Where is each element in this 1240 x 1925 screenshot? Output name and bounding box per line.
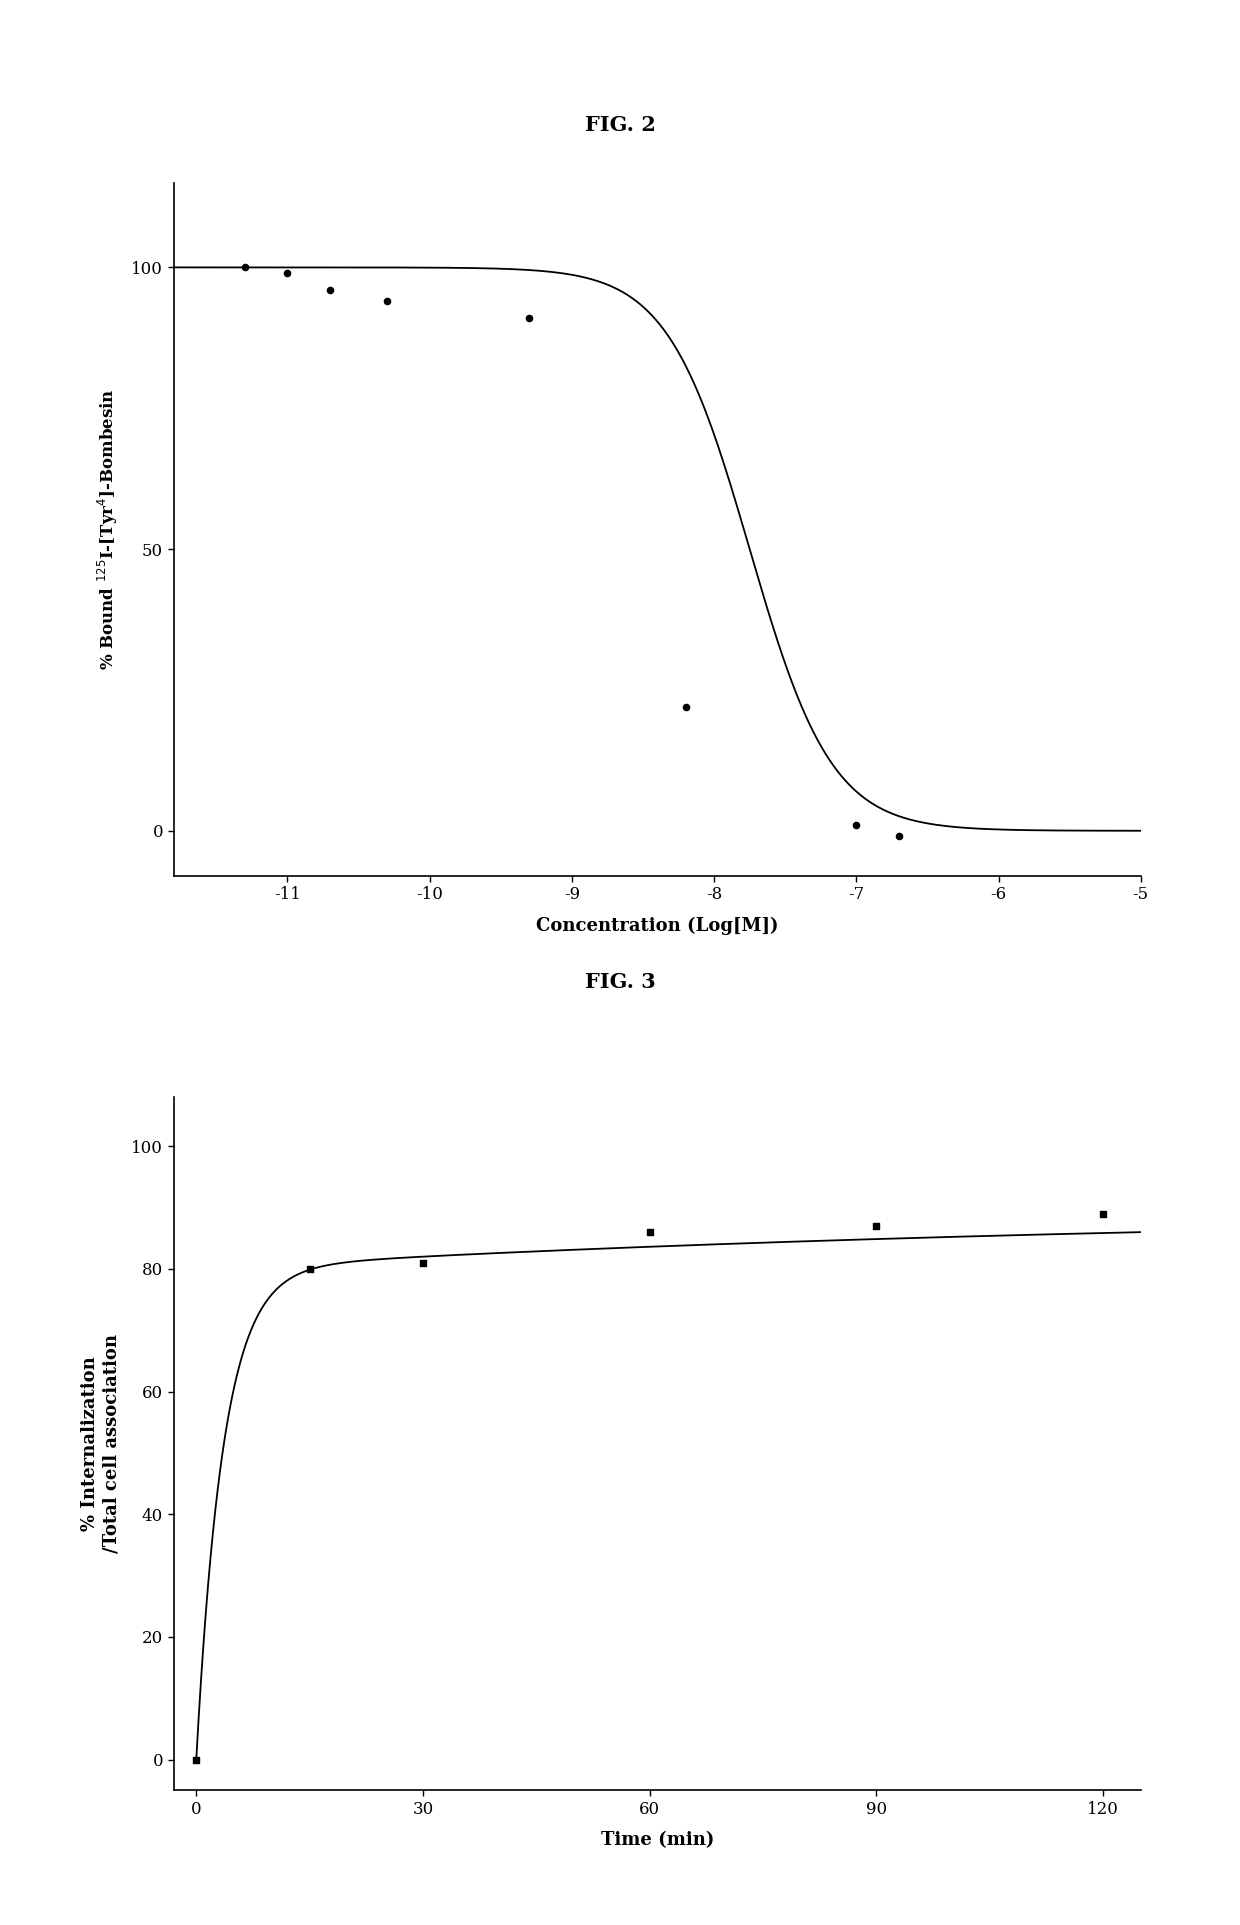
Point [234, 252, 254, 283]
Point [1094, 1199, 1114, 1230]
X-axis label: Concentration (Log[M]): Concentration (Log[M]) [536, 916, 779, 936]
Point [278, 258, 298, 289]
Point [186, 1744, 206, 1775]
X-axis label: Time (min): Time (min) [600, 1831, 714, 1850]
Point [676, 691, 696, 722]
Y-axis label: % Bound $^{125}$I-[Tyr$^{4}$]-Bombesin: % Bound $^{125}$I-[Tyr$^{4}$]-Bombesin [95, 389, 120, 670]
Point [867, 1211, 887, 1242]
Point [377, 285, 397, 316]
Point [300, 1253, 320, 1284]
Point [413, 1247, 433, 1278]
Y-axis label: % Internalization
/Total cell association: % Internalization /Total cell associatio… [82, 1334, 120, 1553]
Text: FIG. 3: FIG. 3 [584, 972, 656, 991]
Point [640, 1217, 660, 1247]
Point [847, 810, 867, 841]
Text: FIG. 2: FIG. 2 [584, 116, 656, 135]
Point [889, 822, 909, 853]
Point [520, 302, 539, 333]
Point [320, 275, 340, 306]
